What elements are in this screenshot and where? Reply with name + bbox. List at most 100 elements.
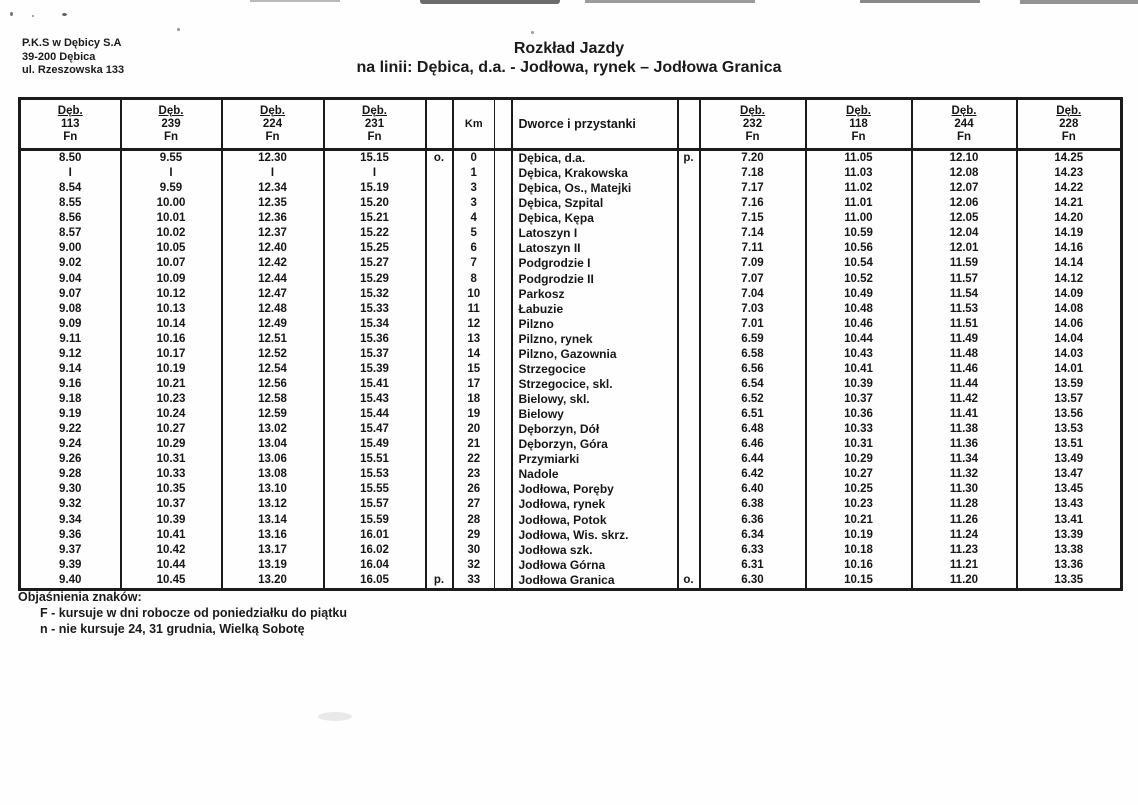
mark-cell bbox=[676, 437, 700, 453]
mark-cell: p. bbox=[424, 572, 453, 590]
km-cell: 11 bbox=[451, 301, 495, 317]
time-cell: 10.21 bbox=[119, 376, 222, 392]
time-cell: 11.53 bbox=[910, 301, 1017, 317]
time-cell: 10.56 bbox=[804, 241, 912, 257]
time-cell: 15.47 bbox=[322, 422, 426, 438]
time-cell: 10.02 bbox=[119, 226, 222, 242]
time-cell: 10.09 bbox=[119, 271, 222, 287]
mark-cell bbox=[676, 512, 700, 528]
km-cell: 1 bbox=[451, 166, 495, 182]
mark-cell bbox=[424, 437, 453, 453]
time-cell: 11.46 bbox=[910, 361, 1017, 377]
table-row: I I I I 1 Dębica, Krakowska 7.18 11.03 12.08 14.2… bbox=[18, 166, 1122, 182]
time-cell: 9.36 bbox=[18, 527, 121, 543]
time-cell: 12.59 bbox=[220, 407, 324, 423]
mark-cell bbox=[424, 407, 453, 423]
time-cell: 13.47 bbox=[1015, 467, 1122, 483]
mark-cell bbox=[676, 422, 700, 438]
time-cell: 9.08 bbox=[18, 301, 121, 317]
mark-cell bbox=[676, 482, 700, 498]
time-cell: 9.09 bbox=[18, 316, 121, 332]
time-cell: 13.51 bbox=[1015, 437, 1122, 453]
time-cell: 15.36 bbox=[322, 331, 426, 347]
time-cell: 15.22 bbox=[322, 226, 426, 242]
mark-cell bbox=[424, 467, 453, 483]
time-cell: 10.13 bbox=[119, 301, 222, 317]
spacer-cell bbox=[494, 181, 512, 197]
time-cell: 10.43 bbox=[804, 346, 912, 362]
time-cell: 10.23 bbox=[119, 392, 222, 408]
time-cell: 13.56 bbox=[1015, 407, 1122, 423]
time-cell: 6.44 bbox=[698, 452, 806, 468]
time-cell: 13.08 bbox=[220, 467, 324, 483]
mark-cell bbox=[424, 226, 453, 242]
time-cell: 15.34 bbox=[322, 316, 426, 332]
time-cell: 10.35 bbox=[119, 482, 222, 498]
time-cell: 11.00 bbox=[804, 211, 912, 227]
mark-cell bbox=[424, 286, 453, 302]
mark-cell bbox=[424, 166, 453, 182]
mark-cell bbox=[424, 361, 453, 377]
time-cell: 15.59 bbox=[322, 512, 426, 528]
mark-cell bbox=[424, 211, 453, 227]
legend-item: n - nie kursuje 24, 31 grudnia, Wielką S… bbox=[40, 622, 305, 636]
time-cell: I bbox=[18, 166, 121, 182]
mark-header bbox=[424, 98, 453, 151]
mark-cell bbox=[424, 346, 453, 362]
km-cell: 30 bbox=[451, 542, 495, 558]
time-cell: 10.17 bbox=[119, 346, 222, 362]
time-cell: 15.55 bbox=[322, 482, 426, 498]
mark-cell bbox=[676, 361, 700, 377]
time-cell: 14.06 bbox=[1015, 316, 1122, 332]
time-cell: 6.51 bbox=[698, 407, 806, 423]
time-cell: 12.56 bbox=[220, 376, 324, 392]
table-row: 9.00 10.05 12.40 15.25 6 Latoszyn II 7.11 10.56… bbox=[18, 241, 1122, 257]
time-cell: 10.07 bbox=[119, 256, 222, 272]
spacer-cell bbox=[494, 166, 512, 182]
time-cell: 11.32 bbox=[910, 467, 1017, 483]
time-cell: 9.34 bbox=[18, 512, 121, 528]
km-cell: 19 bbox=[451, 407, 495, 423]
mark-cell bbox=[676, 286, 700, 302]
time-cell: 13.53 bbox=[1015, 422, 1122, 438]
time-cell: 12.37 bbox=[220, 226, 324, 242]
time-cell: 13.35 bbox=[1015, 572, 1122, 590]
time-cell: 6.52 bbox=[698, 392, 806, 408]
table-row: 9.18 10.23 12.58 15.43 18 Bielowy, skl. 6.52 10… bbox=[18, 392, 1122, 408]
time-cell: I bbox=[119, 166, 222, 182]
time-cell: 15.25 bbox=[322, 241, 426, 257]
spacer-cell bbox=[494, 557, 512, 573]
time-cell: 13.41 bbox=[1015, 512, 1122, 528]
time-cell: 14.16 bbox=[1015, 241, 1122, 257]
time-cell: 10.27 bbox=[119, 422, 222, 438]
time-cell: 9.19 bbox=[18, 407, 121, 423]
time-cell: 9.22 bbox=[18, 422, 121, 438]
stop-cell: Dębica, d.a. bbox=[510, 149, 678, 167]
mark-cell bbox=[676, 241, 700, 257]
mark-cell bbox=[676, 331, 700, 347]
time-cell: 7.14 bbox=[698, 226, 806, 242]
table-row: 9.28 10.33 13.08 15.53 23 Nadole 6.42 10.27 11.3… bbox=[18, 467, 1122, 483]
time-cell: 9.16 bbox=[18, 376, 121, 392]
stop-cell: Przymiarki bbox=[510, 452, 678, 468]
time-cell: 15.21 bbox=[322, 211, 426, 227]
stop-cell: Dębica, Krakowska bbox=[510, 166, 678, 182]
time-cell: 9.28 bbox=[18, 467, 121, 483]
km-cell: 3 bbox=[451, 181, 495, 197]
mark-cell bbox=[676, 256, 700, 272]
time-cell: 11.23 bbox=[910, 542, 1017, 558]
time-cell: 15.41 bbox=[322, 376, 426, 392]
mark-cell bbox=[676, 181, 700, 197]
stop-cell: Pilzno, Gazownia bbox=[510, 346, 678, 362]
time-cell: 14.12 bbox=[1015, 271, 1122, 287]
time-cell: 14.04 bbox=[1015, 331, 1122, 347]
mark-cell: o. bbox=[676, 572, 700, 590]
time-cell: 6.46 bbox=[698, 437, 806, 453]
time-cell: 15.27 bbox=[322, 256, 426, 272]
time-cell: 16.05 bbox=[322, 572, 426, 590]
spacer-cell bbox=[494, 361, 512, 377]
time-cell: 13.49 bbox=[1015, 452, 1122, 468]
time-cell: 6.38 bbox=[698, 497, 806, 513]
table-row: 8.50 9.55 12.30 15.15 o. 0 Dębica, d.a. p. 7.20 1… bbox=[18, 149, 1122, 167]
time-cell: 12.06 bbox=[910, 196, 1017, 212]
